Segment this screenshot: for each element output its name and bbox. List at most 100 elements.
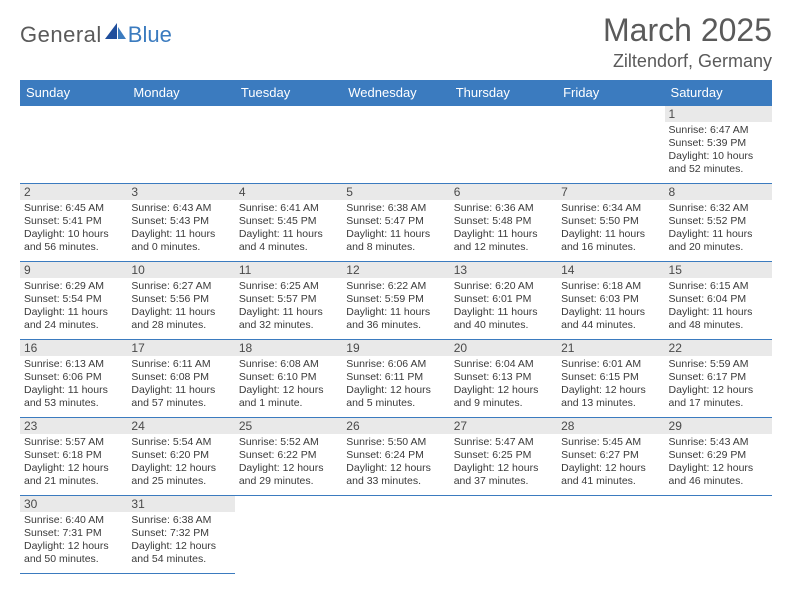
page-header: General Blue March 2025 Ziltendorf, Germ…	[20, 12, 772, 72]
calendar-cell: 23Sunrise: 5:57 AMSunset: 6:18 PMDayligh…	[20, 418, 127, 496]
calendar-cell: 16Sunrise: 6:13 AMSunset: 6:06 PMDayligh…	[20, 340, 127, 418]
calendar-cell: 8Sunrise: 6:32 AMSunset: 5:52 PMDaylight…	[665, 184, 772, 262]
calendar-cell: 4Sunrise: 6:41 AMSunset: 5:45 PMDaylight…	[235, 184, 342, 262]
calendar-cell: 28Sunrise: 5:45 AMSunset: 6:27 PMDayligh…	[557, 418, 664, 496]
calendar-cell: 18Sunrise: 6:08 AMSunset: 6:10 PMDayligh…	[235, 340, 342, 418]
day-number: 8	[665, 184, 772, 200]
calendar-row: 23Sunrise: 5:57 AMSunset: 6:18 PMDayligh…	[20, 418, 772, 496]
day-number: 5	[342, 184, 449, 200]
day-number: 3	[127, 184, 234, 200]
day-number: 31	[127, 496, 234, 512]
day-number: 25	[235, 418, 342, 434]
calendar-cell: 30Sunrise: 6:40 AMSunset: 7:31 PMDayligh…	[20, 496, 127, 574]
day-number: 23	[20, 418, 127, 434]
calendar-cell: 24Sunrise: 5:54 AMSunset: 6:20 PMDayligh…	[127, 418, 234, 496]
day-details: Sunrise: 6:01 AMSunset: 6:15 PMDaylight:…	[557, 356, 664, 413]
month-title: March 2025	[603, 12, 772, 49]
day-details: Sunrise: 6:43 AMSunset: 5:43 PMDaylight:…	[127, 200, 234, 257]
calendar-cell: 2Sunrise: 6:45 AMSunset: 5:41 PMDaylight…	[20, 184, 127, 262]
day-number: 21	[557, 340, 664, 356]
day-details: Sunrise: 6:08 AMSunset: 6:10 PMDaylight:…	[235, 356, 342, 413]
day-details: Sunrise: 6:45 AMSunset: 5:41 PMDaylight:…	[20, 200, 127, 257]
calendar-cell	[235, 106, 342, 184]
calendar-cell: 17Sunrise: 6:11 AMSunset: 6:08 PMDayligh…	[127, 340, 234, 418]
calendar-cell: 1Sunrise: 6:47 AMSunset: 5:39 PMDaylight…	[665, 106, 772, 184]
calendar-cell: 10Sunrise: 6:27 AMSunset: 5:56 PMDayligh…	[127, 262, 234, 340]
calendar-cell: 5Sunrise: 6:38 AMSunset: 5:47 PMDaylight…	[342, 184, 449, 262]
calendar-cell: 11Sunrise: 6:25 AMSunset: 5:57 PMDayligh…	[235, 262, 342, 340]
brand-text-blue: Blue	[128, 22, 172, 48]
calendar-cell	[557, 496, 664, 574]
calendar-cell: 19Sunrise: 6:06 AMSunset: 6:11 PMDayligh…	[342, 340, 449, 418]
day-number: 18	[235, 340, 342, 356]
calendar-row: 9Sunrise: 6:29 AMSunset: 5:54 PMDaylight…	[20, 262, 772, 340]
calendar-row: 16Sunrise: 6:13 AMSunset: 6:06 PMDayligh…	[20, 340, 772, 418]
calendar-cell	[450, 106, 557, 184]
day-number: 29	[665, 418, 772, 434]
day-details: Sunrise: 6:34 AMSunset: 5:50 PMDaylight:…	[557, 200, 664, 257]
day-number: 2	[20, 184, 127, 200]
day-number: 1	[665, 106, 772, 122]
calendar-header-row: SundayMondayTuesdayWednesdayThursdayFrid…	[20, 80, 772, 106]
day-details: Sunrise: 6:22 AMSunset: 5:59 PMDaylight:…	[342, 278, 449, 335]
calendar-cell	[665, 496, 772, 574]
day-details: Sunrise: 5:52 AMSunset: 6:22 PMDaylight:…	[235, 434, 342, 491]
calendar-cell: 31Sunrise: 6:38 AMSunset: 7:32 PMDayligh…	[127, 496, 234, 574]
calendar-cell	[235, 496, 342, 574]
day-details: Sunrise: 5:57 AMSunset: 6:18 PMDaylight:…	[20, 434, 127, 491]
day-details: Sunrise: 6:29 AMSunset: 5:54 PMDaylight:…	[20, 278, 127, 335]
day-details: Sunrise: 5:59 AMSunset: 6:17 PMDaylight:…	[665, 356, 772, 413]
day-number: 19	[342, 340, 449, 356]
day-number: 24	[127, 418, 234, 434]
day-number: 13	[450, 262, 557, 278]
day-details: Sunrise: 6:38 AMSunset: 7:32 PMDaylight:…	[127, 512, 234, 569]
day-details: Sunrise: 6:25 AMSunset: 5:57 PMDaylight:…	[235, 278, 342, 335]
day-details: Sunrise: 6:40 AMSunset: 7:31 PMDaylight:…	[20, 512, 127, 569]
day-details: Sunrise: 6:11 AMSunset: 6:08 PMDaylight:…	[127, 356, 234, 413]
day-details: Sunrise: 6:13 AMSunset: 6:06 PMDaylight:…	[20, 356, 127, 413]
day-number: 4	[235, 184, 342, 200]
day-number: 10	[127, 262, 234, 278]
day-details: Sunrise: 6:32 AMSunset: 5:52 PMDaylight:…	[665, 200, 772, 257]
day-number: 9	[20, 262, 127, 278]
day-details: Sunrise: 6:47 AMSunset: 5:39 PMDaylight:…	[665, 122, 772, 179]
day-number: 6	[450, 184, 557, 200]
weekday-header: Monday	[127, 80, 234, 106]
calendar-table: SundayMondayTuesdayWednesdayThursdayFrid…	[20, 80, 772, 574]
calendar-cell: 27Sunrise: 5:47 AMSunset: 6:25 PMDayligh…	[450, 418, 557, 496]
brand-logo: General Blue	[20, 22, 172, 48]
calendar-cell	[342, 106, 449, 184]
calendar-row: 30Sunrise: 6:40 AMSunset: 7:31 PMDayligh…	[20, 496, 772, 574]
weekday-header: Sunday	[20, 80, 127, 106]
day-details: Sunrise: 6:06 AMSunset: 6:11 PMDaylight:…	[342, 356, 449, 413]
day-number: 16	[20, 340, 127, 356]
day-details: Sunrise: 5:54 AMSunset: 6:20 PMDaylight:…	[127, 434, 234, 491]
day-details: Sunrise: 6:27 AMSunset: 5:56 PMDaylight:…	[127, 278, 234, 335]
weekday-header: Thursday	[450, 80, 557, 106]
day-number: 27	[450, 418, 557, 434]
day-details: Sunrise: 6:04 AMSunset: 6:13 PMDaylight:…	[450, 356, 557, 413]
day-number: 12	[342, 262, 449, 278]
day-number: 7	[557, 184, 664, 200]
day-number: 22	[665, 340, 772, 356]
day-details: Sunrise: 5:47 AMSunset: 6:25 PMDaylight:…	[450, 434, 557, 491]
calendar-cell	[20, 106, 127, 184]
calendar-cell: 7Sunrise: 6:34 AMSunset: 5:50 PMDaylight…	[557, 184, 664, 262]
calendar-cell: 12Sunrise: 6:22 AMSunset: 5:59 PMDayligh…	[342, 262, 449, 340]
day-number: 26	[342, 418, 449, 434]
calendar-cell: 6Sunrise: 6:36 AMSunset: 5:48 PMDaylight…	[450, 184, 557, 262]
calendar-cell: 21Sunrise: 6:01 AMSunset: 6:15 PMDayligh…	[557, 340, 664, 418]
calendar-row: 2Sunrise: 6:45 AMSunset: 5:41 PMDaylight…	[20, 184, 772, 262]
calendar-cell	[127, 106, 234, 184]
day-number: 20	[450, 340, 557, 356]
calendar-cell: 3Sunrise: 6:43 AMSunset: 5:43 PMDaylight…	[127, 184, 234, 262]
day-details: Sunrise: 6:18 AMSunset: 6:03 PMDaylight:…	[557, 278, 664, 335]
day-number: 14	[557, 262, 664, 278]
calendar-cell: 22Sunrise: 5:59 AMSunset: 6:17 PMDayligh…	[665, 340, 772, 418]
title-block: March 2025 Ziltendorf, Germany	[603, 12, 772, 72]
calendar-body: 1Sunrise: 6:47 AMSunset: 5:39 PMDaylight…	[20, 106, 772, 574]
brand-sail-icon	[105, 21, 127, 46]
calendar-cell	[450, 496, 557, 574]
day-details: Sunrise: 6:38 AMSunset: 5:47 PMDaylight:…	[342, 200, 449, 257]
brand-text-general: General	[20, 22, 102, 48]
